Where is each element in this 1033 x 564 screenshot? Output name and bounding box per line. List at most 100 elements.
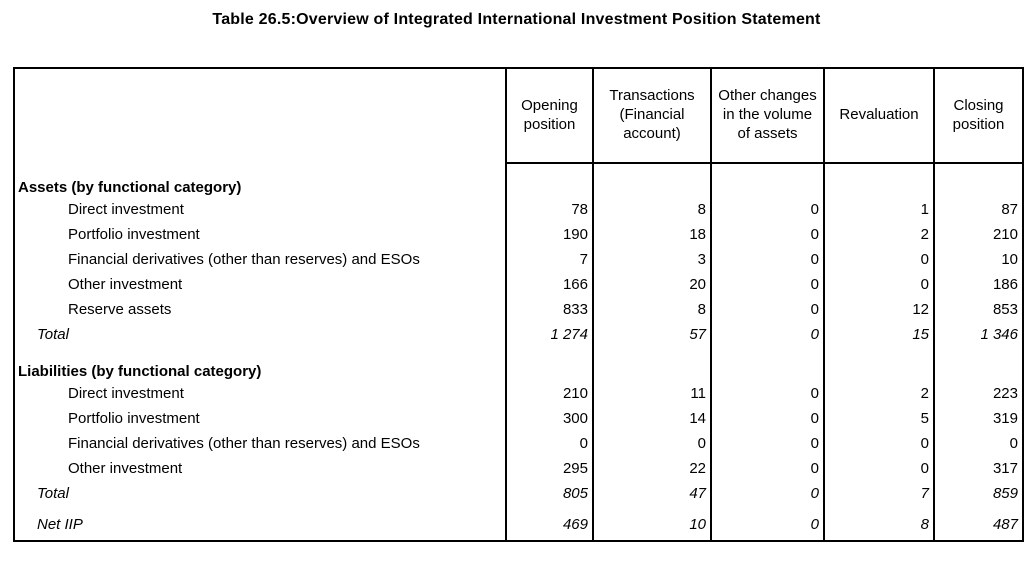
value-cell: 1 274 (505, 322, 593, 347)
table-body: Assets (by functional category) Direct in… (14, 163, 1023, 541)
value-cell: 8 (592, 297, 711, 322)
table-row: Portfolio investment 190 18 0 2 210 (14, 222, 1023, 247)
value-cell: 12 (823, 297, 934, 322)
value-cell: 0 (823, 247, 934, 272)
table-row: Direct investment 210 11 0 2 223 (14, 381, 1023, 406)
table-row: Assets (by functional category) (14, 163, 1023, 197)
table-row: Total 805 47 0 7 859 (14, 481, 1023, 506)
value-cell: 57 (592, 322, 711, 347)
value-cell: 0 (710, 297, 824, 322)
value-cell: 853 (933, 297, 1023, 322)
value-cell: 210 (933, 222, 1023, 247)
value-cell (933, 347, 1023, 381)
table-row: Liabilities (by functional category) (14, 347, 1023, 381)
col-header-other-changes: Other changes in the volume of assets (710, 68, 824, 164)
table-row: Other investment 295 22 0 0 317 (14, 456, 1023, 481)
row-label: Direct investment (68, 384, 184, 402)
value-cell (823, 347, 934, 381)
value-cell: 487 (933, 506, 1023, 541)
value-cell: 87 (933, 197, 1023, 222)
value-cell: 0 (710, 381, 824, 406)
value-cell: 3 (592, 247, 711, 272)
value-cell: 8 (823, 506, 934, 541)
row-label: Other investment (68, 275, 183, 293)
table-row: Reserve assets 833 8 0 12 853 (14, 297, 1023, 322)
value-cell (592, 347, 711, 381)
value-cell: 2 (823, 381, 934, 406)
value-cell: 469 (505, 506, 593, 541)
value-cell (823, 163, 934, 197)
value-cell: 0 (823, 272, 934, 297)
value-cell: 0 (710, 222, 824, 247)
value-cell: 0 (710, 197, 824, 222)
col-header-revaluation: Revaluation (823, 68, 934, 164)
value-cell (505, 163, 593, 197)
value-cell: 295 (505, 456, 593, 481)
value-cell: 0 (592, 431, 711, 456)
value-cell: 11 (592, 381, 711, 406)
value-cell: 14 (592, 406, 711, 431)
header-row: Opening position Transactions (Financial… (14, 68, 1023, 164)
value-cell: 0 (710, 406, 824, 431)
value-cell: 2 (823, 222, 934, 247)
value-cell: 20 (592, 272, 711, 297)
row-label: Total (37, 484, 69, 502)
col-header-opening-position: Opening position (505, 68, 593, 164)
value-cell: 859 (933, 481, 1023, 506)
row-label: Direct investment (68, 200, 184, 218)
value-cell: 0 (933, 431, 1023, 456)
value-cell: 1 346 (933, 322, 1023, 347)
value-cell (710, 347, 824, 381)
value-cell: 78 (505, 197, 593, 222)
row-label: Total (37, 325, 69, 343)
value-cell: 0 (823, 456, 934, 481)
row-label: Portfolio investment (68, 409, 200, 427)
value-cell: 22 (592, 456, 711, 481)
col-header-row-labels (14, 68, 506, 163)
col-header-closing-position: Closing position (933, 68, 1023, 164)
value-cell: 1 (823, 197, 934, 222)
table-row: Financial derivatives (other than reserv… (14, 431, 1023, 456)
value-cell: 10 (933, 247, 1023, 272)
value-cell: 300 (505, 406, 593, 431)
table-row: Direct investment 78 8 0 1 87 (14, 197, 1023, 222)
value-cell: 210 (505, 381, 593, 406)
table-row: Other investment 166 20 0 0 186 (14, 272, 1023, 297)
value-cell: 0 (710, 431, 824, 456)
col-header-transactions: Transactions (Financial account) (592, 68, 711, 164)
row-label: Other investment (68, 459, 183, 477)
table-row: Portfolio investment 300 14 0 5 319 (14, 406, 1023, 431)
row-label: Reserve assets (68, 300, 172, 318)
iip-statement-table: Opening position Transactions (Financial… (13, 67, 1024, 542)
value-cell (592, 163, 711, 197)
value-cell: 190 (505, 222, 593, 247)
value-cell: 0 (710, 506, 824, 541)
value-cell: 7 (823, 481, 934, 506)
row-label: Liabilities (by functional category) (18, 363, 262, 380)
value-cell: 7 (505, 247, 593, 272)
value-cell: 0 (710, 322, 824, 347)
table-row: Net IIP 469 10 0 8 487 (14, 506, 1023, 541)
value-cell: 0 (710, 456, 824, 481)
table-row: Total 1 274 57 0 15 1 346 (14, 322, 1023, 347)
value-cell: 8 (592, 197, 711, 222)
value-cell: 15 (823, 322, 934, 347)
value-cell: 166 (505, 272, 593, 297)
value-cell: 186 (933, 272, 1023, 297)
row-label: Net IIP (37, 516, 83, 533)
row-label: Financial derivatives (other than reserv… (68, 434, 420, 452)
value-cell: 0 (505, 431, 593, 456)
row-label: Financial derivatives (other than reserv… (68, 250, 420, 268)
value-cell (710, 163, 824, 197)
value-cell: 0 (710, 481, 824, 506)
value-cell: 0 (710, 272, 824, 297)
value-cell: 805 (505, 481, 593, 506)
value-cell: 317 (933, 456, 1023, 481)
value-cell: 0 (823, 431, 934, 456)
table-row: Financial derivatives (other than reserv… (14, 247, 1023, 272)
value-cell (505, 347, 593, 381)
row-label: Assets (by functional category) (18, 179, 242, 196)
value-cell: 0 (710, 247, 824, 272)
value-cell (933, 163, 1023, 197)
